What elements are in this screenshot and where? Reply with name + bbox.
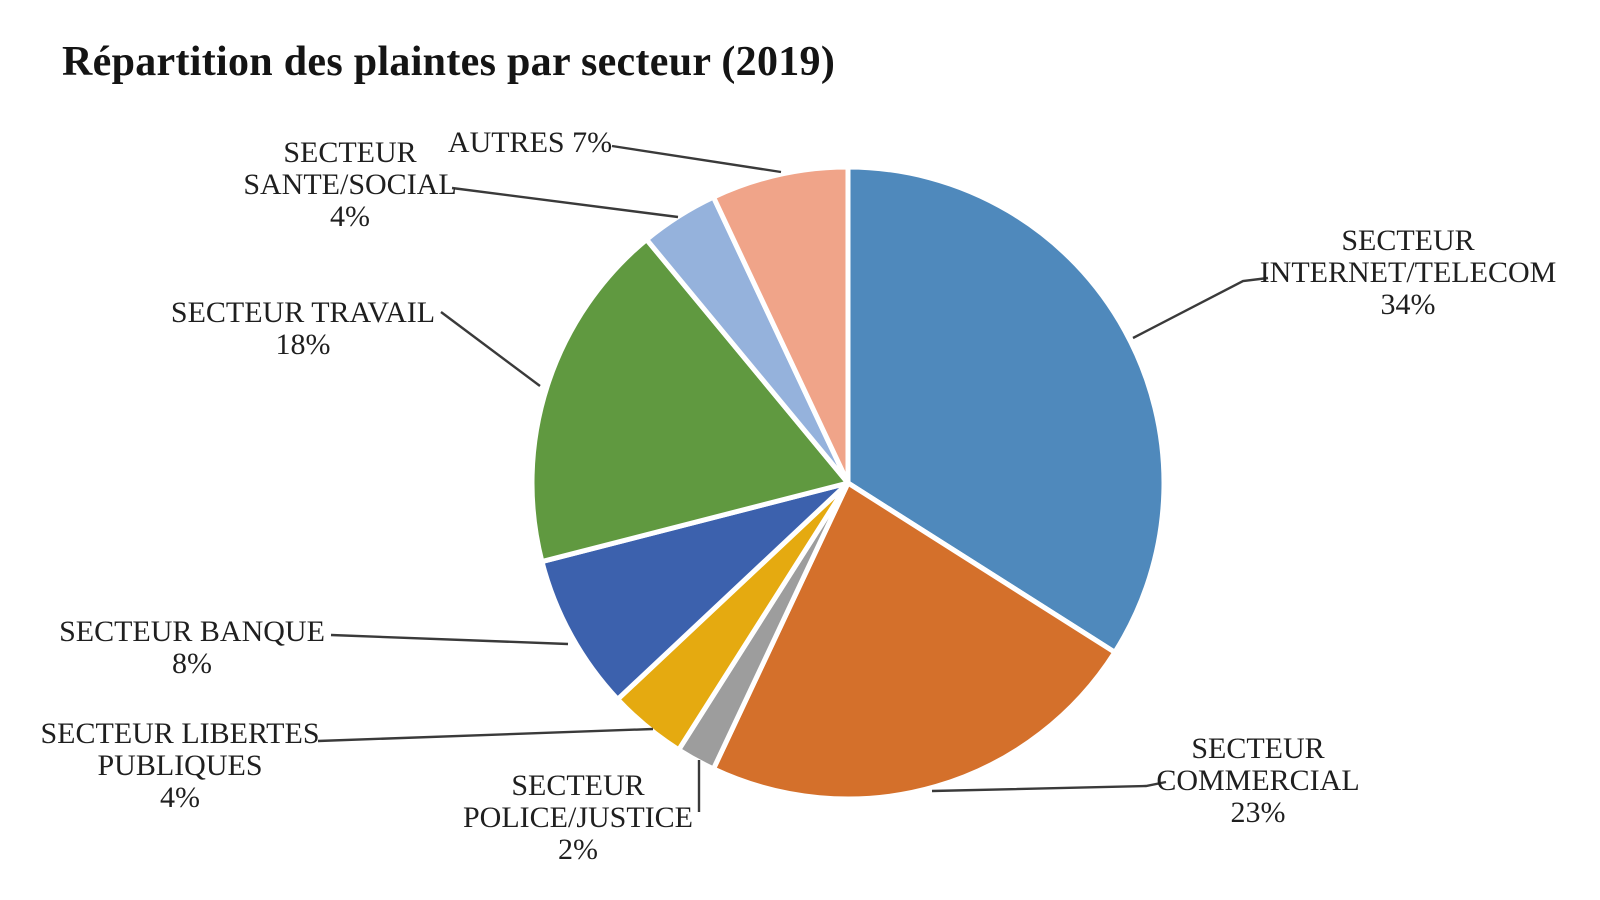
slice-label-libertes-publiques: SECTEUR LIBERTES PUBLIQUES 4% <box>40 717 319 814</box>
pie-slice-travail <box>529 237 851 565</box>
leader-line-travail <box>440 311 541 387</box>
chart-title: Répartition des plaintes par secteur (20… <box>62 39 836 85</box>
pie-slice-banque <box>539 480 851 702</box>
slice-label-banque: SECTEUR BANQUE 8% <box>59 615 325 680</box>
pie-slice-commercial <box>710 480 1118 802</box>
pie-slice-autres <box>710 164 851 486</box>
leader-line-autres <box>611 144 782 174</box>
leader-line-banque <box>330 633 569 646</box>
slice-label-internet-telecom: SECTEUR INTERNET/TELECOM 34% <box>1260 224 1557 321</box>
slice-label-police-justice: SECTEUR POLICE/JUSTICE 2% <box>463 769 693 866</box>
leader-line-commercial <box>931 780 1167 793</box>
slice-label-autres: AUTRES 7% <box>448 126 612 159</box>
leader-line-libertes-publiques <box>317 727 654 743</box>
slice-label-travail: SECTEUR TRAVAIL 18% <box>171 296 435 361</box>
slice-label-sante-social: SECTEUR SANTE/SOCIAL 4% <box>243 136 456 233</box>
slice-label-commercial: SECTEUR COMMERCIAL 23% <box>1156 732 1359 829</box>
leader-line-internet-telecom <box>1132 276 1269 340</box>
leader-line-sante-social <box>451 186 679 219</box>
